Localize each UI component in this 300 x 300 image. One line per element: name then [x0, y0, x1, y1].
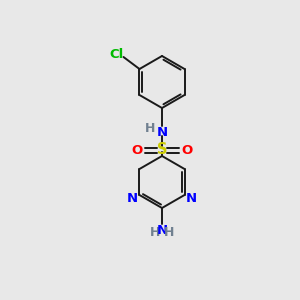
Text: Cl: Cl: [110, 49, 124, 62]
Text: H: H: [150, 226, 160, 239]
Text: N: N: [127, 193, 138, 206]
Text: O: O: [182, 143, 193, 157]
Text: N: N: [156, 125, 168, 139]
Text: H: H: [145, 122, 155, 134]
Text: H: H: [164, 226, 174, 239]
Text: N: N: [156, 224, 168, 238]
Text: O: O: [131, 143, 142, 157]
Text: N: N: [186, 193, 197, 206]
Text: S: S: [157, 142, 167, 158]
